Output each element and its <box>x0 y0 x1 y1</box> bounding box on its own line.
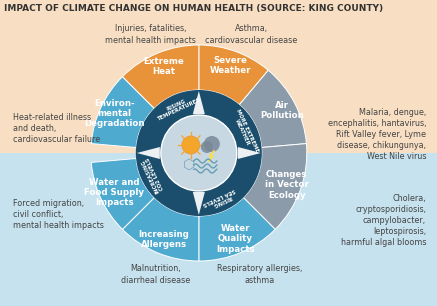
Wedge shape <box>0 0 437 153</box>
Text: Air
Pollution: Air Pollution <box>260 101 304 120</box>
Wedge shape <box>122 45 199 108</box>
Wedge shape <box>199 198 275 261</box>
Polygon shape <box>137 147 160 159</box>
Text: Heat-related illness
and death,
cardiovascular failure: Heat-related illness and death, cardiova… <box>13 113 101 144</box>
Wedge shape <box>91 76 154 147</box>
Text: Water and
Food Supply
Impacts: Water and Food Supply Impacts <box>84 177 144 207</box>
Text: RISING
TEMPERATURES: RISING TEMPERATURES <box>154 93 201 122</box>
Polygon shape <box>193 192 205 215</box>
Text: Environ-
mental
Degradation: Environ- mental Degradation <box>84 99 145 129</box>
Text: Extreme
Heat: Extreme Heat <box>143 57 184 76</box>
Wedge shape <box>199 45 268 105</box>
Circle shape <box>161 115 237 191</box>
Wedge shape <box>243 144 307 230</box>
Polygon shape <box>193 91 205 114</box>
Circle shape <box>182 136 200 154</box>
Text: IMPACT OF CLIMATE CHANGE ON HUMAN HEALTH (SOURCE: KING COUNTY): IMPACT OF CLIMATE CHANGE ON HUMAN HEALTH… <box>4 4 383 13</box>
Wedge shape <box>0 153 437 306</box>
Text: Asthma,
cardiovascular disease: Asthma, cardiovascular disease <box>205 24 298 45</box>
Text: ⬡: ⬡ <box>183 158 195 172</box>
Text: Injuries, fatalities,
mental health impacts: Injuries, fatalities, mental health impa… <box>105 24 196 45</box>
Circle shape <box>204 136 220 152</box>
Text: Increasing
Allergens: Increasing Allergens <box>139 230 189 249</box>
Text: Cholera,
cryptosporidiosis,
campylobacter,
leptospirosis,
harmful algal blooms: Cholera, cryptosporidiosis, campylobacte… <box>340 194 426 247</box>
Text: INCREASING
CO2 LEVELS: INCREASING CO2 LEVELS <box>141 155 166 193</box>
Text: Malnutrition,
diarrheal disease: Malnutrition, diarrheal disease <box>121 264 190 285</box>
Text: Malaria, dengue,
encephalitis, hantavirus,
Rift Valley fever, Lyme
disease, chik: Malaria, dengue, encephalitis, hantaviru… <box>328 108 426 161</box>
Wedge shape <box>239 70 306 147</box>
Text: Forced migration,
civil conflict,
mental health impacts: Forced migration, civil conflict, mental… <box>13 199 104 230</box>
Text: Respiratory allergies,
asthma: Respiratory allergies, asthma <box>217 264 303 285</box>
Wedge shape <box>91 159 154 230</box>
Text: Changes
in Vector
Ecology: Changes in Vector Ecology <box>265 170 309 200</box>
Wedge shape <box>136 90 262 216</box>
Wedge shape <box>122 198 199 261</box>
Text: MORE EXTREME
WEATHER: MORE EXTREME WEATHER <box>230 108 259 155</box>
Polygon shape <box>238 147 261 159</box>
Text: RISING
SEA LEVELS: RISING SEA LEVELS <box>202 187 238 211</box>
Text: Severe
Weather: Severe Weather <box>210 56 252 75</box>
Circle shape <box>201 141 213 153</box>
Text: Water
Quality
Impacts: Water Quality Impacts <box>216 224 255 254</box>
